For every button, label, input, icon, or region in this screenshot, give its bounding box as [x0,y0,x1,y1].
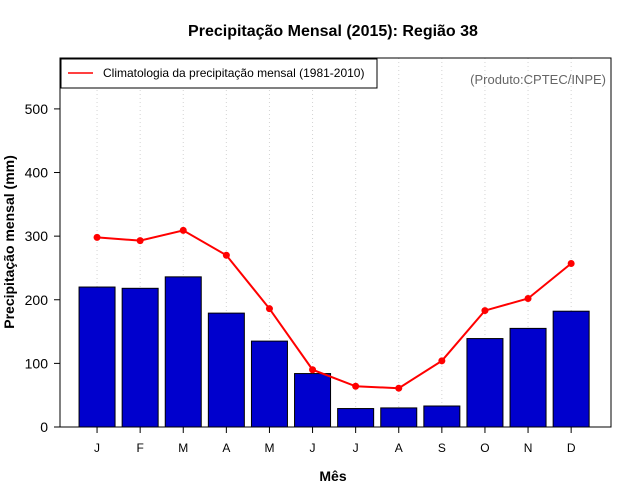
climatology-point-6 [352,382,360,390]
climatology-point-8 [438,357,446,365]
bar-7 [380,407,418,428]
legend-label: Climatologia da precipitação mensal (198… [103,66,364,80]
x-tick-label: N [524,441,533,455]
climatology-line [96,229,572,390]
bar-6 [337,408,375,428]
chart-title: Precipitação Mensal (2015): Região 38 [188,23,478,40]
bar-9 [466,338,504,428]
bar-11 [552,310,590,428]
bar-0 [78,286,116,428]
bar-2 [164,276,202,428]
climatology-line-group [93,226,575,392]
bar-10 [509,327,547,428]
bar-3 [207,312,245,428]
climatology-point-11 [567,259,575,267]
y-tick-label: 0 [40,419,48,435]
x-axis-title: Mês [319,468,346,484]
x-tick-label: J [94,441,100,455]
bars-group [78,276,590,428]
x-tick-label: M [264,441,274,455]
climatology-point-9 [481,307,489,315]
y-tick-label: 500 [25,101,49,117]
climatology-point-1 [136,237,144,245]
x-tick-label: J [353,441,359,455]
x-tick-label: F [136,441,143,455]
y-axis: 0 100 200 300 400 500 [25,101,60,435]
x-tick-label: O [480,441,489,455]
x-tick-label: A [395,441,403,455]
x-tick-label: J [310,441,316,455]
bar-5 [294,373,332,428]
x-tick-label: S [438,441,446,455]
y-tick-label: 300 [25,228,49,244]
y-tick-label: 400 [25,165,49,181]
bar-8 [423,405,461,428]
climatology-point-0 [93,233,101,241]
climatology-point-5 [309,366,317,374]
y-tick-label: 200 [25,292,49,308]
plot-frame [59,57,612,428]
climatology-point-7 [395,384,403,392]
x-tick-label: D [567,441,576,455]
climatology-point-10 [524,294,532,302]
legend-box [60,58,378,89]
climatology-point-3 [222,251,230,259]
climatology-point-2 [179,226,187,234]
legend: Climatologia da precipitação mensal (198… [60,58,378,89]
x-tick-label: A [222,441,230,455]
climatology-point-4 [265,305,273,313]
bar-1 [121,287,159,428]
y-tick-label: 100 [25,355,49,371]
bar-4 [250,340,288,428]
y-axis-title: Precipitação mensal (mm) [1,155,17,329]
credit-label: (Produto:CPTEC/INPE) [470,72,606,87]
x-tick-label: M [178,441,188,455]
